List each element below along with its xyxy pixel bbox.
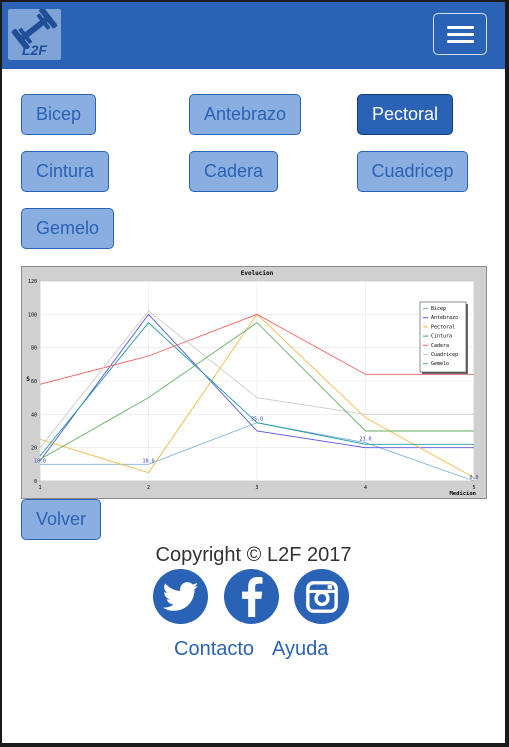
y-tick-label: 20 (31, 446, 37, 452)
series-line (39, 313, 474, 385)
hamburger-icon (447, 26, 474, 29)
series-line (39, 322, 474, 457)
data-label: 35.0 (251, 417, 263, 423)
y-axis-label: S (26, 376, 30, 383)
x-tick-label: 2 (147, 485, 150, 491)
x-tick-label: 3 (255, 485, 258, 491)
y-tick-label: 100 (28, 312, 37, 318)
chart-svg: Evolucion 0 20 40 60 80 100 120 1 2 3 4 5 S Medicion 10… (26, 270, 478, 497)
legend-entry: Cadera (431, 343, 449, 349)
twitter-link[interactable] (153, 569, 208, 624)
muscle-button-antebrazo[interactable]: Antebrazo (189, 94, 301, 135)
logo[interactable]: L2F (8, 9, 61, 60)
x-tick-label: 5 (472, 485, 475, 491)
legend-entry: Pectoral (431, 324, 455, 330)
muscle-button-pectoral[interactable]: Pectoral (357, 94, 453, 135)
series-line (39, 322, 474, 460)
instagram-link[interactable] (294, 569, 349, 624)
x-axis-label: Medicion (450, 491, 477, 497)
menu-toggle-button[interactable] (433, 13, 487, 55)
y-tick-label: 60 (31, 379, 37, 385)
copyright-text: Copyright © L2F 2017 (155, 544, 352, 566)
instagram-icon (305, 580, 338, 613)
series-line (39, 310, 474, 448)
hamburger-icon-bar (447, 40, 474, 43)
hamburger-icon-bar (447, 33, 474, 36)
logo-text: L2F (22, 42, 47, 58)
muscle-button-cintura[interactable]: Cintura (21, 151, 109, 192)
facebook-icon (241, 576, 262, 617)
evolution-chart: Evolucion 0 20 40 60 80 100 120 1 2 3 4 5 S Medicion 10… (21, 266, 487, 499)
muscle-button-cuadricep[interactable]: Cuadricep (357, 151, 468, 192)
help-link[interactable]: Ayuda (272, 638, 329, 660)
chart-title: Evolucion (241, 270, 274, 277)
legend (419, 301, 467, 373)
muscle-button-bicep[interactable]: Bicep (21, 94, 96, 135)
x-tick-label: 4 (364, 485, 367, 491)
series-line (39, 313, 474, 462)
legend-entry: Antebrazo (431, 315, 458, 321)
dumbbell-icon (11, 9, 58, 49)
legend-entry: Cintura (431, 334, 452, 340)
facebook-link[interactable] (224, 569, 279, 624)
y-tick-label: 120 (28, 279, 37, 285)
data-label: 0.0 (469, 475, 478, 481)
y-tick-label: 80 (31, 346, 37, 352)
contact-link[interactable]: Contacto (174, 638, 255, 660)
y-tick-label: 40 (31, 412, 37, 418)
legend-entry: Bicep (431, 306, 446, 312)
legend-entry: Gemelo (431, 361, 449, 367)
data-label: 10.0 (34, 458, 46, 464)
back-button[interactable]: Volver (21, 499, 101, 540)
y-tick-label: 0 (34, 479, 37, 485)
muscle-button-gemelo[interactable]: Gemelo (21, 208, 114, 249)
data-label: 23.0 (359, 437, 371, 443)
legend-entry: Cuadricep (431, 352, 458, 358)
data-label: 10.0 (142, 458, 154, 464)
top-navbar: L2F (2, 2, 505, 69)
x-tick-label: 1 (38, 485, 41, 491)
twitter-icon (162, 581, 198, 611)
muscle-button-cadera[interactable]: Cadera (189, 151, 278, 192)
